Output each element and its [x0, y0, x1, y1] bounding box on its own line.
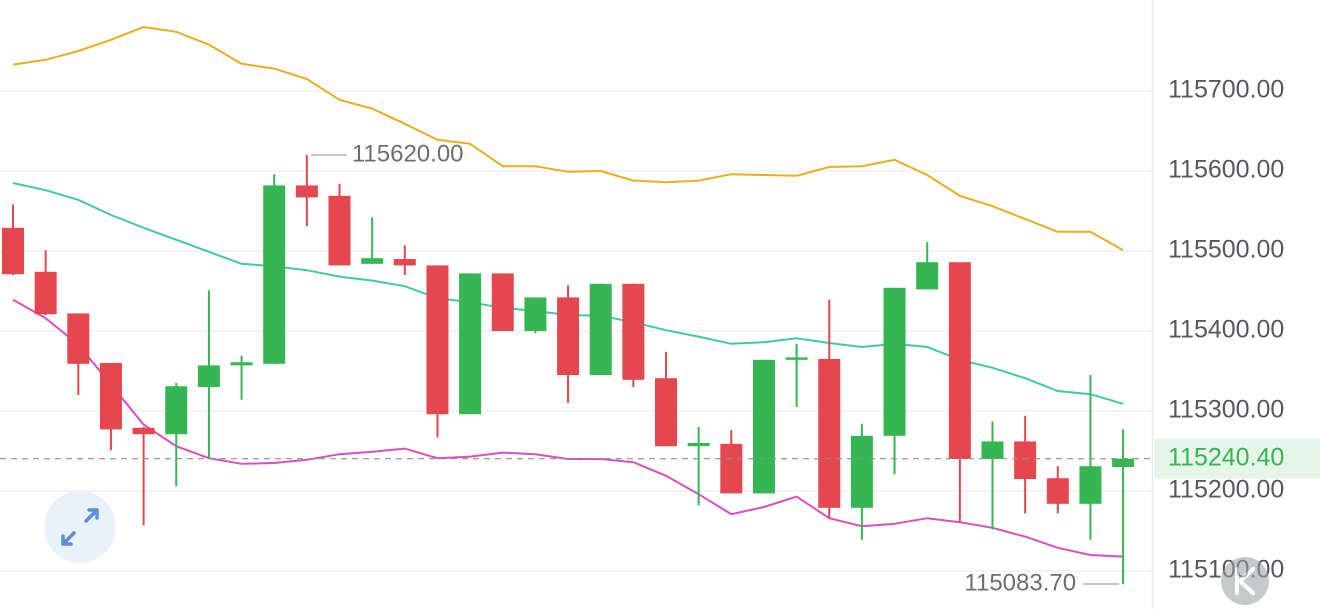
candle-body: [752, 359, 775, 494]
candle-body: [948, 262, 971, 459]
y-tick-label: 115600.00: [1168, 156, 1284, 184]
y-tick-label: 115300.00: [1168, 396, 1284, 424]
y-tick-label: 115700.00: [1168, 76, 1284, 104]
candle-body: [393, 259, 416, 266]
candle-body: [1014, 441, 1037, 479]
candle-body: [34, 271, 57, 315]
candle-body: [720, 443, 743, 494]
candle-body: [589, 283, 612, 375]
candle-body: [981, 441, 1004, 459]
candle-body: [491, 273, 514, 331]
candle-body: [655, 378, 677, 447]
candle-body: [197, 365, 220, 387]
candle-body: [165, 386, 188, 435]
low-label: 115083.70: [964, 569, 1076, 596]
candle-body: [785, 357, 808, 360]
candle-body: [132, 427, 155, 435]
candle-body: [459, 273, 482, 415]
candle-body: [687, 443, 710, 447]
current-price-tag: [1154, 438, 1320, 479]
candle-body: [263, 185, 286, 364]
logo: [1221, 557, 1269, 605]
candle-body: [2, 227, 24, 275]
expand-button[interactable]: [44, 491, 116, 563]
candles: [2, 155, 1135, 585]
band-line: [12, 298, 1124, 558]
grid: [0, 90, 1152, 572]
candle-body: [622, 283, 645, 380]
candle-body: [295, 185, 318, 198]
candle-body: [426, 265, 449, 415]
candle-body: [99, 363, 122, 430]
candle-body: [883, 287, 906, 436]
candle-body: [916, 262, 939, 290]
y-tick-label: 115200.00: [1168, 476, 1284, 504]
high-label: 115620.00: [352, 140, 464, 167]
candle-body: [67, 313, 90, 364]
band-line: [12, 25, 1124, 252]
candle-body: [1079, 466, 1102, 504]
candle-body: [850, 435, 873, 508]
candle-body: [524, 297, 547, 331]
y-tick-label: 115500.00: [1168, 236, 1284, 264]
candle-body: [557, 297, 580, 375]
candle-body: [1046, 478, 1069, 504]
candle-body: [1112, 458, 1135, 467]
candle-body: [818, 359, 841, 508]
labels: 115100.00115200.00115300.00115400.001155…: [0, 76, 1320, 596]
candle-body: [230, 362, 253, 366]
candle-body: [328, 195, 351, 266]
candle-body: [361, 258, 384, 264]
current-price-label: 115240.40: [1168, 443, 1284, 471]
y-tick-label: 115400.00: [1168, 316, 1284, 344]
